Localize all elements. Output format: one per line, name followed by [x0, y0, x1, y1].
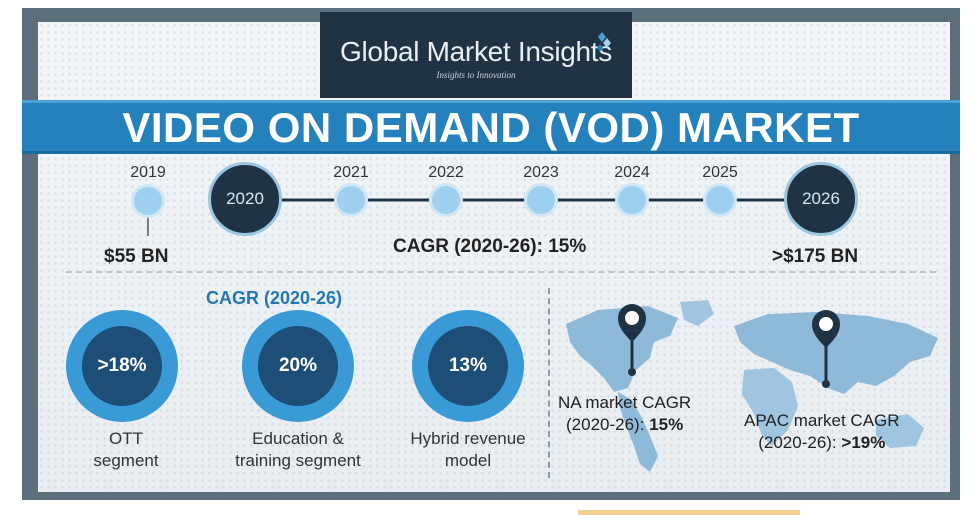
segment-value-hybrid: 13%: [428, 326, 508, 406]
timeline-point-2023: [524, 183, 558, 217]
year-label-2023: 2023: [523, 164, 559, 181]
apac-location-pin-icon: [812, 310, 840, 388]
segment-circle-ott: >18%: [66, 310, 178, 422]
segment-circle-hybrid: 13%: [412, 310, 524, 422]
timeline-point-2025: [703, 183, 737, 217]
diamond-logo-icon: [597, 32, 611, 52]
logo-tagline: Insights to Innovation: [436, 70, 516, 80]
segments-heading: CAGR (2020-26): [206, 288, 343, 308]
timeline-point-2024: [615, 183, 649, 217]
section-divider: [66, 271, 936, 273]
year-label-2024: 2024: [614, 164, 650, 181]
title-banner: VIDEO ON DEMAND (VOD) MARKET: [22, 100, 960, 154]
logo-name: Global Market Insights: [340, 36, 612, 67]
footer-accent-bar: [578, 510, 800, 515]
timeline-point-2020: 2020: [208, 162, 282, 236]
timeline-point-2022: [429, 183, 463, 217]
timeline-point-2026: 2026: [784, 162, 858, 236]
year-label-2022: 2022: [428, 164, 464, 181]
year-label-2026: 2026: [802, 189, 840, 208]
timeline-point-2021: [334, 183, 368, 217]
page-title: VIDEO ON DEMAND (VOD) MARKET: [122, 104, 860, 151]
cagr-overall: CAGR (2020-26): 15%: [393, 236, 587, 257]
year-label-2021: 2021: [333, 164, 369, 181]
logo: Global Market Insights Insights to Innov…: [320, 12, 632, 98]
start-value: $55 BN: [104, 246, 169, 267]
na-market-cagr: NA market CAGR (2020-26): 15%: [558, 393, 692, 434]
timeline-point-2019: [131, 184, 165, 218]
apac-market-cagr: APAC market CAGR (2020-26): >19%: [744, 411, 900, 452]
year-label-2019: 2019: [130, 164, 166, 181]
column-divider: [548, 288, 550, 478]
year-label-2025: 2025: [702, 164, 738, 181]
world-map: [566, 300, 938, 472]
year-label-2020: 2020: [226, 189, 264, 208]
segment-value-education: 20%: [258, 326, 338, 406]
segment-label-education: Education & training segment: [235, 429, 361, 470]
segment-label-hybrid: Hybrid revenue model: [410, 429, 526, 470]
na-location-pin-icon: [618, 304, 646, 376]
segment-value-ott: >18%: [82, 326, 162, 406]
segment-circle-education: 20%: [242, 310, 354, 422]
end-value: >$175 BN: [772, 246, 859, 267]
segment-label-ott: OTT segment: [93, 429, 159, 470]
